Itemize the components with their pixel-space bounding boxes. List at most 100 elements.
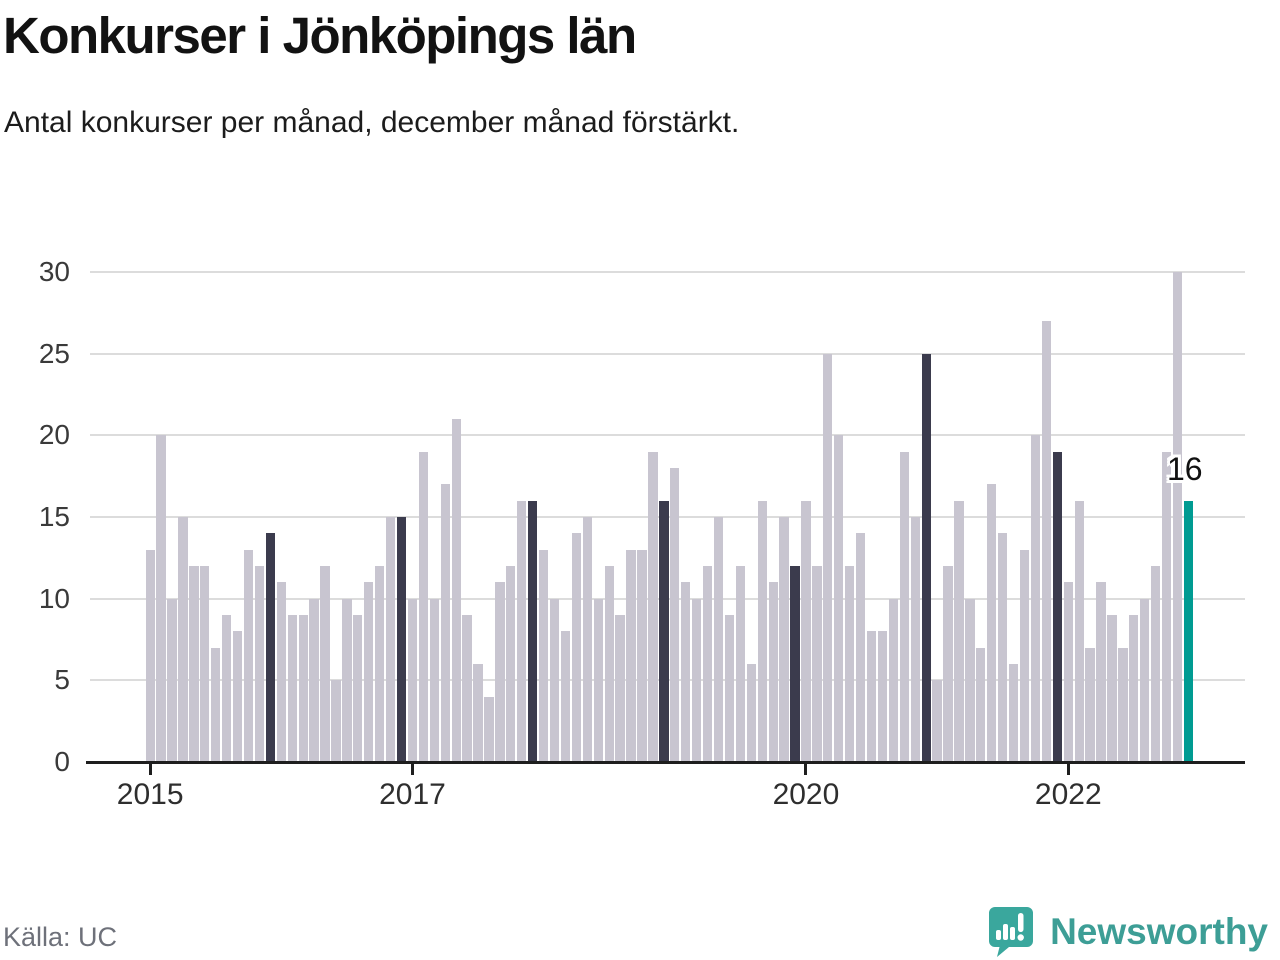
bar-month-2 (167, 598, 177, 762)
bar-month-48 (670, 468, 680, 762)
bar-month-88 (1107, 615, 1117, 762)
bar-month-26 (429, 598, 439, 762)
bar-month-22 (385, 517, 396, 762)
bar-month-36 (538, 549, 549, 762)
bar-month-21 (375, 566, 385, 762)
bar-month-47 (659, 500, 669, 762)
bar-month-84 (1063, 582, 1073, 762)
bar-month-39 (571, 533, 582, 762)
bar-month-89 (1118, 647, 1128, 762)
bar-month-37 (549, 598, 560, 762)
bar-month-80 (1019, 549, 1030, 762)
chart-title: Konkurser i Jönköpings län (3, 7, 637, 64)
x-axis-tick-2020 (804, 763, 808, 775)
x-axis-label: 2017 (379, 778, 446, 811)
y-axis-label: 30 (38, 256, 70, 287)
bar-month-61 (812, 566, 822, 762)
bar-month-29 (462, 615, 472, 762)
bar-month-50 (692, 598, 702, 762)
bar-month-30 (473, 664, 483, 762)
x-axis-label: 2020 (772, 778, 840, 811)
gridline-25 (90, 352, 1245, 355)
bar-month-68 (888, 598, 899, 762)
mini-bar-3 (1010, 927, 1016, 940)
bar-month-77 (987, 484, 997, 762)
bar-month-73 (943, 566, 953, 762)
latest-value-label: 16 (1167, 451, 1203, 487)
bar-month-58 (779, 517, 789, 762)
y-axis-label: 15 (38, 501, 70, 532)
brand-footer: Newsworthy (988, 906, 1268, 958)
bar-month-38 (560, 631, 571, 762)
bar-month-55 (746, 664, 756, 762)
bar-month-6 (211, 647, 221, 762)
bar-month-69 (899, 451, 909, 762)
bar-month-70 (910, 517, 920, 762)
bar-month-8 (232, 631, 243, 762)
bar-month-78 (998, 533, 1008, 762)
bar-month-18 (342, 598, 352, 762)
bar-month-62 (823, 353, 833, 762)
bar-month-52 (713, 517, 724, 762)
bar-month-59 (790, 566, 800, 762)
bar-month-65 (855, 533, 866, 762)
bar-month-66 (866, 631, 877, 762)
bar-month-67 (877, 631, 888, 762)
chart-subtitle: Antal konkurser per månad, december måna… (4, 106, 740, 139)
bar-month-7 (222, 615, 232, 762)
source-note: Källa: UC (3, 922, 118, 952)
bar-month-64 (845, 566, 855, 762)
bar-month-10 (254, 566, 265, 762)
bar-month-71 (921, 353, 931, 762)
bar-month-25 (418, 451, 429, 762)
y-axis-label: 0 (54, 746, 70, 777)
bar-month-91 (1140, 598, 1150, 762)
y-axis-label: 5 (54, 664, 70, 696)
x-axis-tick-2017 (410, 763, 414, 775)
bar-month-15 (309, 598, 319, 762)
bar-month-85 (1074, 500, 1084, 762)
x-axis-label: 2022 (1034, 778, 1102, 811)
bar-month-83 (1052, 451, 1062, 762)
bar-month-57 (768, 582, 778, 762)
mini-bar-2 (1003, 924, 1009, 940)
bar-month-11 (265, 533, 276, 762)
bar-month-32 (495, 582, 505, 762)
x-axis-label: 2015 (116, 778, 184, 811)
bar-month-92 (1151, 566, 1161, 762)
bar-month-79 (1008, 664, 1019, 762)
bar-month-1 (156, 435, 166, 762)
brand-wordmark: Newsworthy (1050, 911, 1268, 952)
bar-month-3 (178, 517, 188, 762)
bar-month-51 (702, 566, 713, 762)
bar-month-53 (724, 615, 735, 762)
bar-month-54 (735, 566, 746, 762)
bar-month-63 (834, 435, 844, 762)
bar-month-34 (517, 500, 527, 762)
bar-month-56 (757, 500, 767, 762)
bar-month-94 (1172, 272, 1183, 762)
bar-month-95 (1183, 500, 1194, 762)
bar-month-4 (189, 566, 199, 762)
x-axis-tick-2015 (148, 763, 152, 775)
bar-month-40 (582, 517, 592, 762)
bar-month-19 (353, 615, 363, 762)
bar-month-35 (528, 500, 538, 762)
gridline-30 (90, 271, 1245, 273)
bar-month-86 (1085, 647, 1095, 762)
bar-month-60 (801, 500, 811, 762)
bar-month-93 (1161, 451, 1172, 762)
bar-month-9 (243, 549, 254, 762)
y-axis-label: 25 (38, 337, 70, 369)
bar-month-14 (298, 615, 308, 762)
bar-month-45 (637, 549, 647, 762)
bar-month-82 (1041, 321, 1052, 762)
bar-month-75 (965, 598, 975, 762)
bar-month-24 (407, 598, 418, 762)
bar-month-41 (593, 598, 603, 762)
bar-month-13 (287, 615, 297, 762)
bar-month-42 (604, 566, 614, 762)
bar-month-90 (1129, 615, 1139, 762)
y-axis-label: 10 (38, 582, 70, 614)
bar-month-33 (506, 566, 516, 762)
